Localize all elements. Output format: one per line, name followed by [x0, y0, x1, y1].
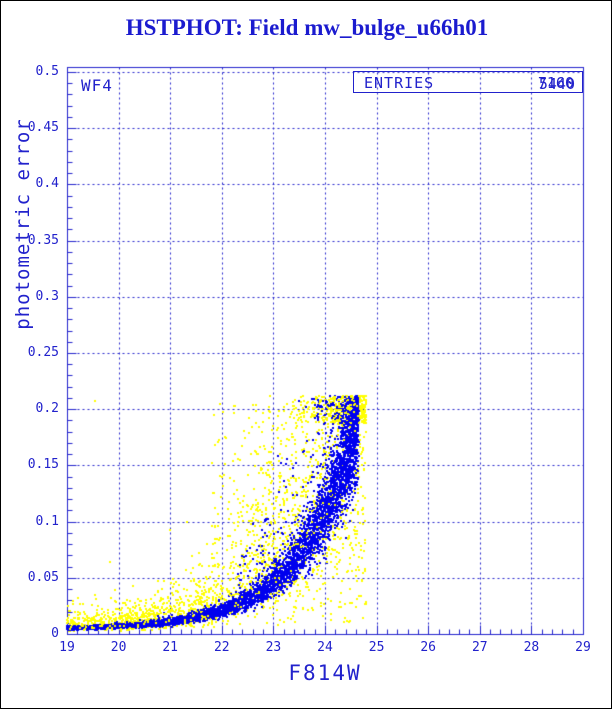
x-tick-label: 25 — [368, 640, 385, 655]
y-tick-label: 0.35 — [27, 232, 59, 248]
x-tick-label: 20 — [110, 640, 127, 655]
y-tick-label: 0.45 — [27, 120, 59, 136]
x-tick-label: 24 — [317, 640, 333, 655]
y-tick-label: 0.2 — [35, 401, 59, 417]
x-tick-label: 21 — [162, 640, 179, 655]
x-axis-title: F814W — [288, 661, 362, 685]
stats-entries-value-2: 5440 — [538, 75, 575, 93]
x-tick-label: 27 — [471, 640, 488, 655]
x-tick-label: 22 — [213, 640, 230, 655]
stats-box: ENTRIES 7160 5440 — [353, 71, 583, 93]
y-tick-label: 0.25 — [27, 345, 59, 360]
y-tick-label: 0.1 — [35, 513, 59, 529]
y-tick-label: 0.3 — [35, 288, 59, 304]
y-axis-title: photometric error — [12, 118, 34, 330]
x-tick-label: 26 — [420, 640, 437, 655]
y-tick-label: 0.05 — [27, 569, 59, 585]
y-tick-label: 0.15 — [27, 457, 59, 473]
y-tick-label: 0 — [51, 626, 59, 641]
y-tick-label: 0.5 — [35, 64, 59, 79]
y-tick-label: 0.4 — [35, 176, 59, 192]
chip-label: WF4 — [81, 76, 113, 95]
stats-entries-label: ENTRIES — [364, 74, 435, 92]
x-tick-label: 28 — [523, 640, 540, 655]
x-tick-label: 19 — [59, 640, 75, 655]
stats-entries-value-1: 7160 — [537, 74, 574, 92]
x-tick-label: 29 — [575, 640, 591, 655]
x-tick-label: 23 — [265, 640, 282, 655]
